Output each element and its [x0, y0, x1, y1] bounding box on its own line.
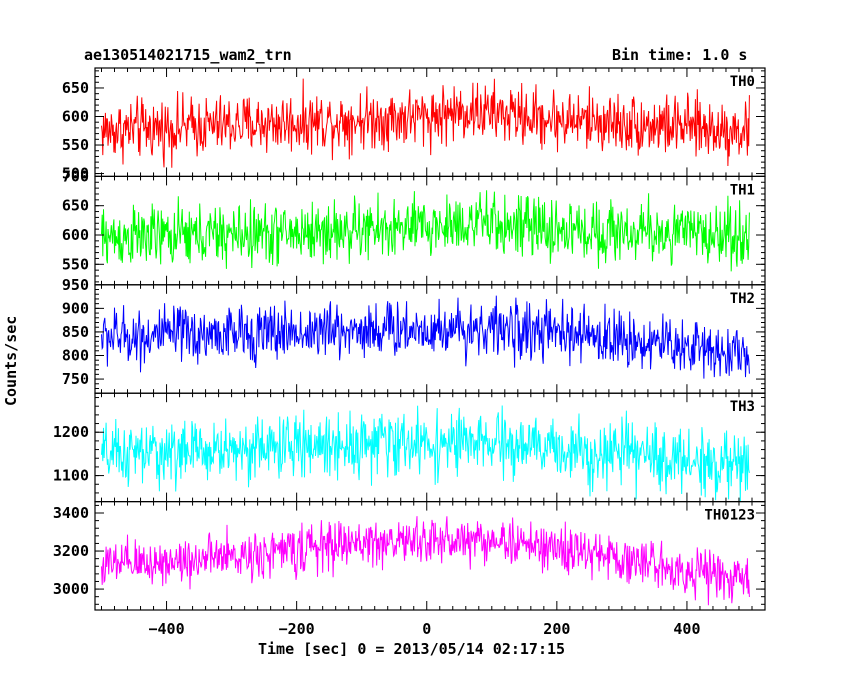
series-label-th0: TH0	[730, 74, 755, 90]
x-tick-label: −400	[148, 620, 184, 638]
y-tick-label: 800	[62, 346, 89, 364]
y-tick-label: 3000	[53, 580, 89, 598]
y-tick-label: 950	[62, 276, 89, 294]
bin-time-label: Bin time: 1.0 s	[612, 46, 748, 64]
y-tick-label: 1200	[53, 423, 89, 441]
series-line-th1	[101, 190, 750, 272]
y-tick-label: 700	[62, 167, 89, 185]
y-tick-label: 850	[62, 323, 89, 341]
y-tick-label: 500	[62, 165, 89, 183]
y-axis-label: Counts/sec	[2, 315, 20, 406]
y-tick-label: 600	[62, 226, 89, 244]
x-tick-label: 0	[422, 620, 431, 638]
series-label-th3: TH3	[730, 399, 755, 415]
series-label-th0123: TH0123	[704, 508, 755, 524]
y-tick-label: 750	[62, 370, 89, 388]
series-line-th3	[101, 405, 750, 502]
series-label-th2: TH2	[730, 291, 755, 307]
series-line-th2	[101, 295, 750, 379]
y-tick-label: 3200	[53, 542, 89, 560]
x-tick-label: 400	[673, 620, 700, 638]
y-tick-label: 3400	[53, 504, 89, 522]
series-line-th0123	[101, 516, 750, 606]
x-tick-label: −200	[279, 620, 315, 638]
y-tick-label: 550	[62, 255, 89, 273]
panel-frame-th0123	[94, 501, 766, 611]
chart-title: ae130514021715_wam2_trn	[84, 46, 292, 64]
y-tick-label: 1100	[53, 467, 89, 485]
x-axis-label: Time [sec] 0 = 2013/05/14 02:17:15	[258, 640, 566, 658]
x-tick-label: 200	[543, 620, 570, 638]
y-tick-label: 600	[62, 107, 89, 125]
series-line-th0	[101, 78, 750, 168]
y-tick-label: 550	[62, 136, 89, 154]
y-tick-label: 900	[62, 299, 89, 317]
series-label-th1: TH1	[730, 182, 755, 198]
y-tick-label: 650	[62, 79, 89, 97]
y-tick-label: 650	[62, 197, 89, 215]
